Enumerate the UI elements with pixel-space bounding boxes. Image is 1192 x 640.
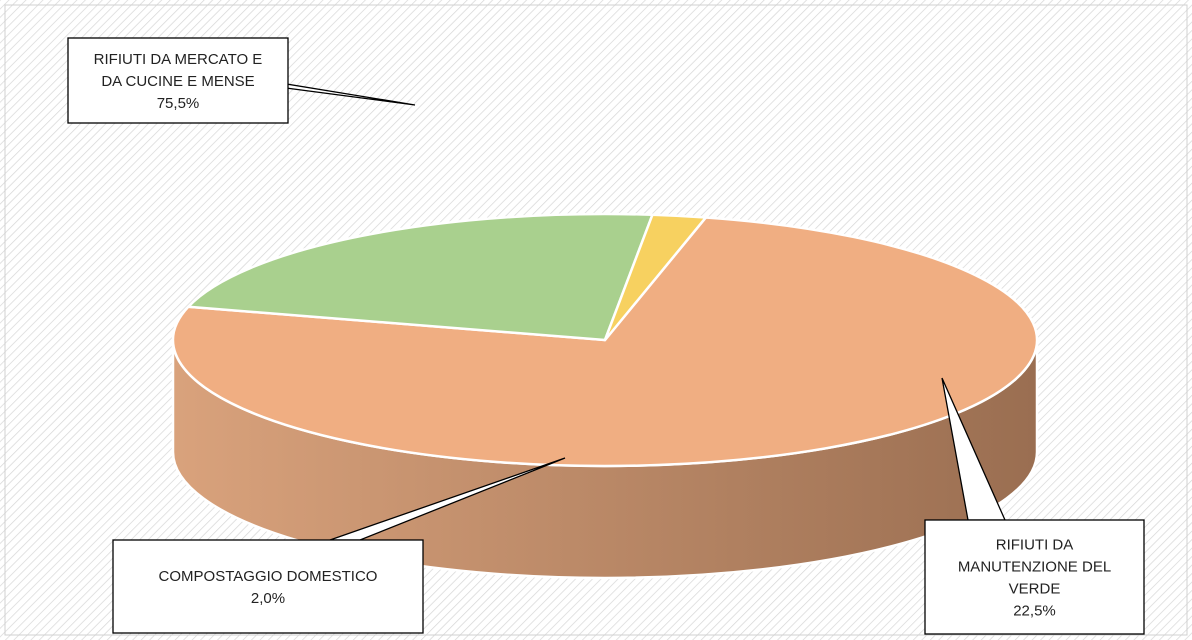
pie-slice-verde — [187, 212, 654, 342]
callout-box-verde — [924, 519, 1145, 635]
callout-verde: RIFIUTI DA MANUTENZIONE DEL VERDE 22,5% — [924, 377, 1145, 635]
slice-category-label: COMPOSTAGGIO DOMESTICO — [159, 568, 378, 585]
callout-mercato: RIFIUTI DA MERCATO E DA CUCINE E MENSE 75,… — [67, 37, 416, 124]
slice-value-label: 22,5% — [1013, 603, 1056, 620]
slice-category-label: RIFIUTI DA MERCATO E — [94, 51, 263, 68]
slice-value-label: 75,5% — [157, 95, 200, 112]
callout-label-mercato: RIFIUTI DA MERCATO E DA CUCINE E MENSE 75,… — [94, 51, 263, 112]
callout-box-mercato — [67, 37, 289, 124]
slice-category-label: RIFIUTI DA — [996, 537, 1074, 554]
callout-label-verde: RIFIUTI DA MANUTENZIONE DEL VERDE 22,5% — [958, 537, 1111, 620]
pie-slice-mercato — [171, 216, 1039, 468]
pie-tops — [171, 212, 1039, 468]
pie-slice-compostaggio — [603, 213, 708, 342]
callout-label-compostaggio: COMPOSTAGGIO DOMESTICO 2,0% — [159, 568, 378, 607]
slice-category-label: DA CUCINE E MENSE — [101, 73, 254, 90]
callout-compostaggio: COMPOSTAGGIO DOMESTICO 2,0% — [112, 457, 566, 634]
slice-category-label: MANUTENZIONE DEL — [958, 559, 1111, 576]
pie-callouts: RIFIUTI DA MERCATO E DA CUCINE E MENSE 75,… — [67, 37, 1145, 635]
slice-value-label: 2,0% — [251, 590, 285, 607]
callout-box-compostaggio — [112, 539, 424, 634]
slice-category-label: VERDE — [1009, 581, 1061, 598]
chart-border — [4, 4, 1188, 636]
